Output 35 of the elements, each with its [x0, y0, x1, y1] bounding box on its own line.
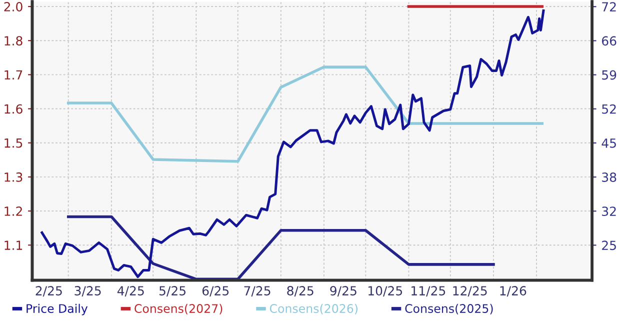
- y-tick-label: 1.7: [4, 70, 22, 80]
- x-tick-label: 4/25: [117, 286, 144, 296]
- y2-tick-label: 25: [602, 240, 616, 250]
- y-tick-label: 2.0: [4, 2, 22, 12]
- x-tick-label: 9/25: [330, 286, 356, 296]
- x-tick-label: 8/25: [287, 286, 314, 296]
- legend-label: Consens(2027): [134, 304, 222, 314]
- x-tick-label: 1/26: [500, 286, 526, 296]
- y-tick-label: 1.8: [4, 36, 22, 46]
- y-tick-label: 1.5: [4, 138, 22, 148]
- line-series: [40, 9, 545, 278]
- y2-tick-label: 38: [602, 172, 616, 182]
- line-series: [66, 66, 544, 163]
- x-tick-label: 6/25: [202, 286, 229, 296]
- legend-label: Price Daily: [26, 304, 88, 316]
- y2-tick-label: 32: [602, 206, 616, 216]
- y2-tick-label: 66: [602, 36, 616, 46]
- y-tick-label: 1.1: [4, 240, 22, 250]
- x-tick-label: 7/25: [244, 286, 270, 296]
- y2-tick-label: 52: [602, 104, 616, 114]
- x-tick-label: 3/25: [74, 286, 101, 296]
- legend-label: Consens(2026): [270, 304, 358, 314]
- x-tick-label: 11/25: [412, 286, 446, 296]
- y-tick-label: 1.6: [4, 104, 22, 114]
- x-tick-label: 10/25: [368, 286, 402, 296]
- legend-label: Consens(2025): [405, 304, 493, 314]
- line-series: [66, 215, 495, 280]
- x-tick-label: 5/25: [159, 286, 186, 296]
- y2-tick-label: 59: [602, 70, 616, 80]
- y-tick-label: 1.2: [4, 206, 22, 216]
- y2-tick-label: 45: [602, 138, 616, 148]
- x-tick-label: 2/25: [36, 286, 62, 296]
- y-tick-label: 1.3: [4, 172, 22, 182]
- x-tick-label: 12/25: [453, 286, 487, 296]
- y2-tick-label: 72: [602, 2, 616, 12]
